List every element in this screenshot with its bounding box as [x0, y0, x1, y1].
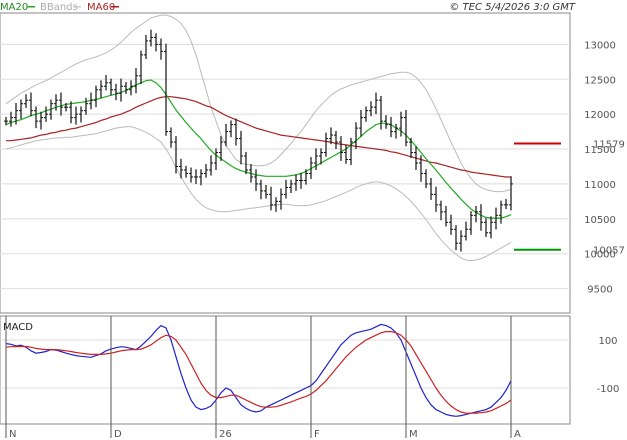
price-marks — [4, 14, 561, 262]
price-tick-label: 9500 — [587, 285, 612, 296]
price-tick-label: 10500 — [584, 215, 616, 226]
legend-ma20: MA20 — [0, 2, 28, 13]
x-tick-label: D — [114, 429, 122, 440]
level-label: 10057 — [593, 246, 625, 257]
price-tick-label: 12500 — [584, 75, 616, 86]
legend: MA20 BBands MA60 — [0, 2, 119, 13]
macd-grid — [0, 339, 570, 389]
legend-ma60: MA60 — [87, 2, 115, 13]
price-tick-label: 11500 — [584, 145, 616, 156]
x-tick-label: A — [514, 429, 521, 440]
ma60-line — [6, 96, 511, 178]
price-tick-label: 13000 — [584, 40, 616, 51]
ma20-line — [5, 79, 512, 219]
macd-tick-label: 100 — [598, 336, 617, 347]
macd-line — [5, 323, 512, 417]
macd-signal-line — [5, 331, 512, 414]
price-tick-label: 12000 — [584, 110, 616, 121]
legend-bbands-swatch — [73, 6, 81, 8]
price-tick-label: 11000 — [584, 180, 616, 191]
bbands-upper-line — [5, 14, 512, 193]
copyright-text: © TEC 5/4/2026 3:0 GMT — [449, 2, 576, 13]
macd-tick-label: -100 — [597, 384, 620, 395]
macd-panel-frame — [0, 315, 571, 425]
macd-label: MACD — [3, 322, 33, 333]
x-tick-label: M — [409, 429, 418, 440]
price-grid — [0, 43, 570, 290]
x-tick-label: N — [9, 429, 16, 440]
legend-ma60-swatch — [111, 6, 119, 8]
axis-labels: 9500 10000 10500 11000 11500 12000 12500 13000 1… — [5, 40, 625, 440]
macd-marks — [5, 323, 512, 417]
x-tick-label: F — [314, 429, 320, 440]
price-panel-frame — [0, 12, 571, 314]
x-tick-label: 26 — [219, 429, 232, 440]
bbands-lower-line — [5, 126, 512, 262]
legend-ma20-swatch — [27, 6, 35, 8]
price-tick-label: 10000 — [584, 250, 616, 261]
legend-bbands: BBands — [40, 2, 78, 13]
level-label: 11579 — [593, 140, 625, 151]
